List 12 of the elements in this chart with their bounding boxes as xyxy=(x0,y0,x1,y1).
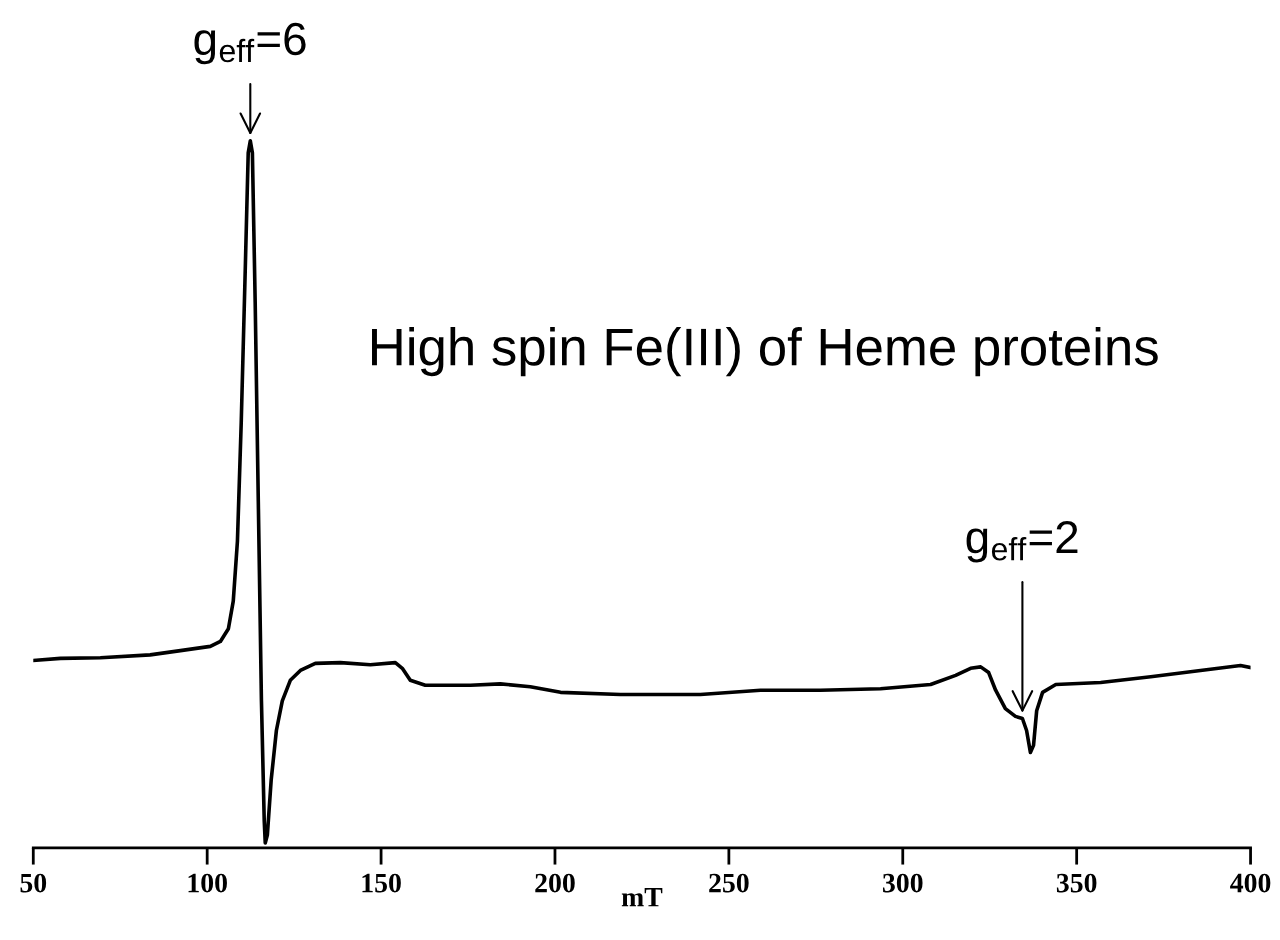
x-tick-label: 150 xyxy=(362,873,401,893)
annotation: g$_{eff}$=2 xyxy=(966,520,1078,563)
annotation: g$_{eff}$=6 xyxy=(194,22,306,65)
x-tick-label: 50 xyxy=(20,873,47,893)
x-tick-label: 400 xyxy=(1230,873,1271,893)
x-tick-label: 100 xyxy=(188,873,227,893)
x-tick-label: 300 xyxy=(882,873,923,893)
x-tick-label: 350 xyxy=(1056,873,1097,893)
x-tick-label: 250 xyxy=(709,873,749,893)
x-axis-title: mT xyxy=(621,888,663,907)
annotation: High spin Fe(III) of Heme proteins xyxy=(372,326,1158,377)
x-tick-label: 200 xyxy=(535,873,575,893)
